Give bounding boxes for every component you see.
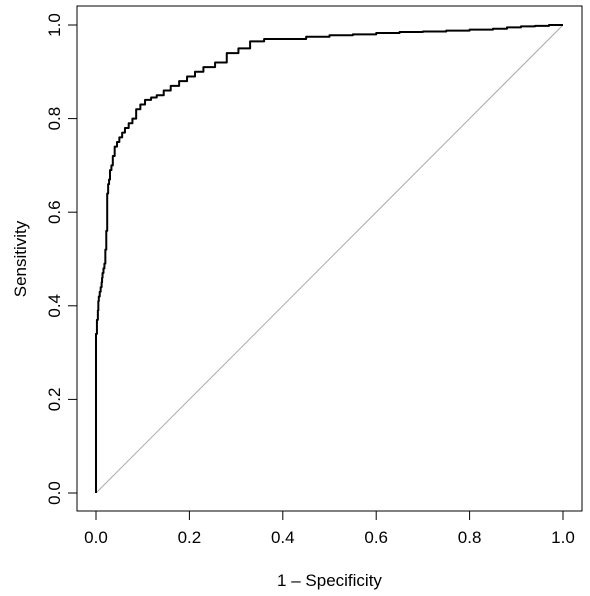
series-layer (95, 24, 564, 494)
plot-frame (76, 5, 583, 512)
y-tick-label: 0.2 (45, 388, 64, 412)
x-axis-title: 1 – Specificity (277, 571, 382, 590)
reference-diagonal-line (95, 24, 564, 494)
x-axis: 0.0 0.2 0.4 0.6 0.8 1.0 (84, 511, 575, 547)
y-axis: 0.0 0.2 0.4 0.6 0.8 1.0 (45, 13, 77, 505)
x-tick-label: 1.0 (551, 528, 575, 547)
y-tick-label: 0.8 (45, 107, 64, 131)
y-tick-label: 0.0 (45, 481, 64, 505)
y-axis-title: Sensitivity (11, 220, 30, 297)
roc-curve-line (95, 24, 563, 493)
x-tick-label: 0.4 (271, 528, 295, 547)
x-tick-label: 0.2 (178, 528, 202, 547)
y-tick-label: 1.0 (45, 13, 64, 37)
x-tick-label: 0.8 (458, 528, 482, 547)
y-tick-label: 0.4 (45, 294, 64, 318)
x-tick-label: 0.6 (364, 528, 388, 547)
x-tick-label: 0.0 (84, 528, 108, 547)
y-tick-label: 0.6 (45, 200, 64, 224)
